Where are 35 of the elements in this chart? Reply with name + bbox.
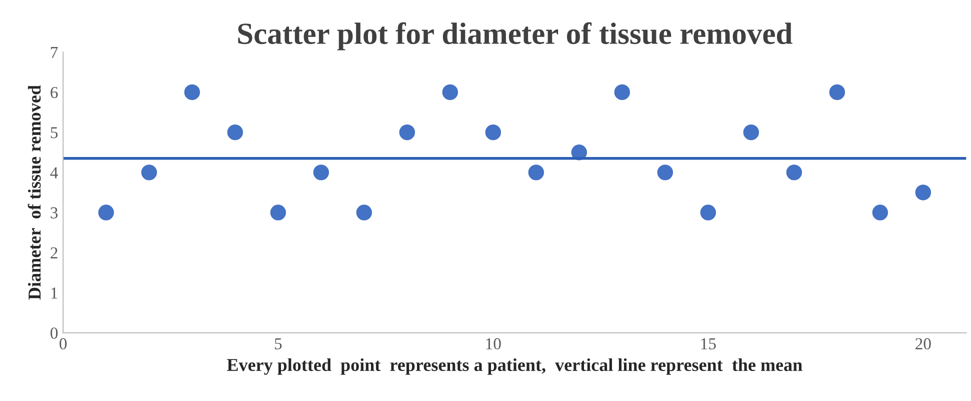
y-tick-label: 6: [50, 86, 58, 98]
y-axis-title: Diameter of tissue removed: [28, 85, 41, 300]
point: [915, 184, 932, 200]
y-tick-label: 3: [50, 207, 58, 218]
x-axis-title: Every plotted point represents a patient, vertical line represent the mean: [226, 358, 802, 375]
point: [829, 84, 846, 100]
point: [270, 204, 286, 220]
point: [700, 204, 716, 220]
point: [356, 204, 372, 220]
point: [614, 84, 630, 100]
point: [743, 124, 760, 140]
point: [442, 84, 458, 100]
point: [657, 164, 674, 180]
chart-title: Scatter plot for diameter of tissue removed: [238, 22, 792, 50]
x-tick-label: 20: [916, 338, 931, 350]
point: [141, 164, 157, 180]
point: [313, 164, 329, 180]
y-tick-label: 5: [50, 127, 58, 138]
y-tick-label: 4: [50, 167, 58, 178]
y-tick-label: 7: [51, 47, 58, 58]
x-tick-label: 15: [701, 338, 716, 350]
y-tick-label: 1: [51, 288, 58, 299]
x-tick-label: 0: [60, 338, 67, 350]
y-tick-label: 0: [50, 328, 58, 339]
point: [872, 204, 888, 220]
point: [227, 124, 243, 140]
point: [184, 84, 200, 100]
x-tick-label: 5: [274, 338, 282, 350]
point: [485, 124, 501, 140]
point: [98, 204, 114, 220]
point: [528, 164, 544, 180]
x-tick-label: 10: [486, 338, 501, 350]
point: [786, 164, 802, 180]
point: [399, 124, 415, 140]
y-tick-label: 2: [50, 247, 58, 258]
